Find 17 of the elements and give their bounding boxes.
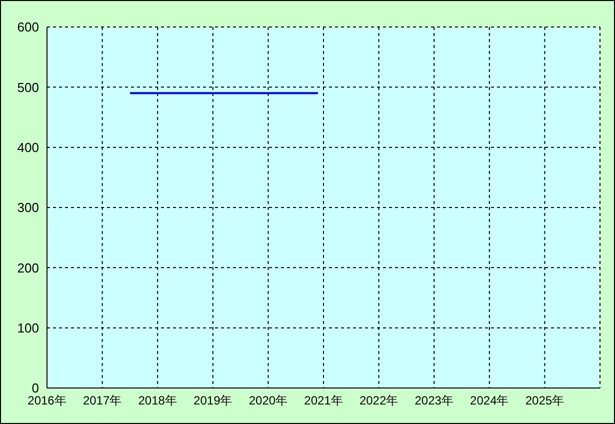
x-tick-label: 2021年 <box>304 394 343 408</box>
x-tick-label: 2019年 <box>194 394 232 408</box>
x-tick-label: 2023年 <box>414 394 454 408</box>
x-tick-label: 2025年 <box>525 394 564 408</box>
x-tick-label: 2022年 <box>359 394 398 408</box>
x-tick-label: 2024年 <box>470 394 509 408</box>
x-tick-label: 2020年 <box>248 394 288 408</box>
y-tick-label: 200 <box>17 260 39 276</box>
y-tick-label: 600 <box>17 20 39 35</box>
y-tick-label: 0 <box>32 380 39 396</box>
x-tick-label: 2018年 <box>138 394 177 408</box>
y-tick-label: 500 <box>17 80 39 95</box>
x-tick-label: 2017年 <box>82 394 122 408</box>
y-tick-label: 300 <box>17 200 39 216</box>
x-tick-label: 2016年 <box>28 394 66 408</box>
y-tick-label: 100 <box>17 320 39 336</box>
y-tick-label: 400 <box>17 140 39 155</box>
